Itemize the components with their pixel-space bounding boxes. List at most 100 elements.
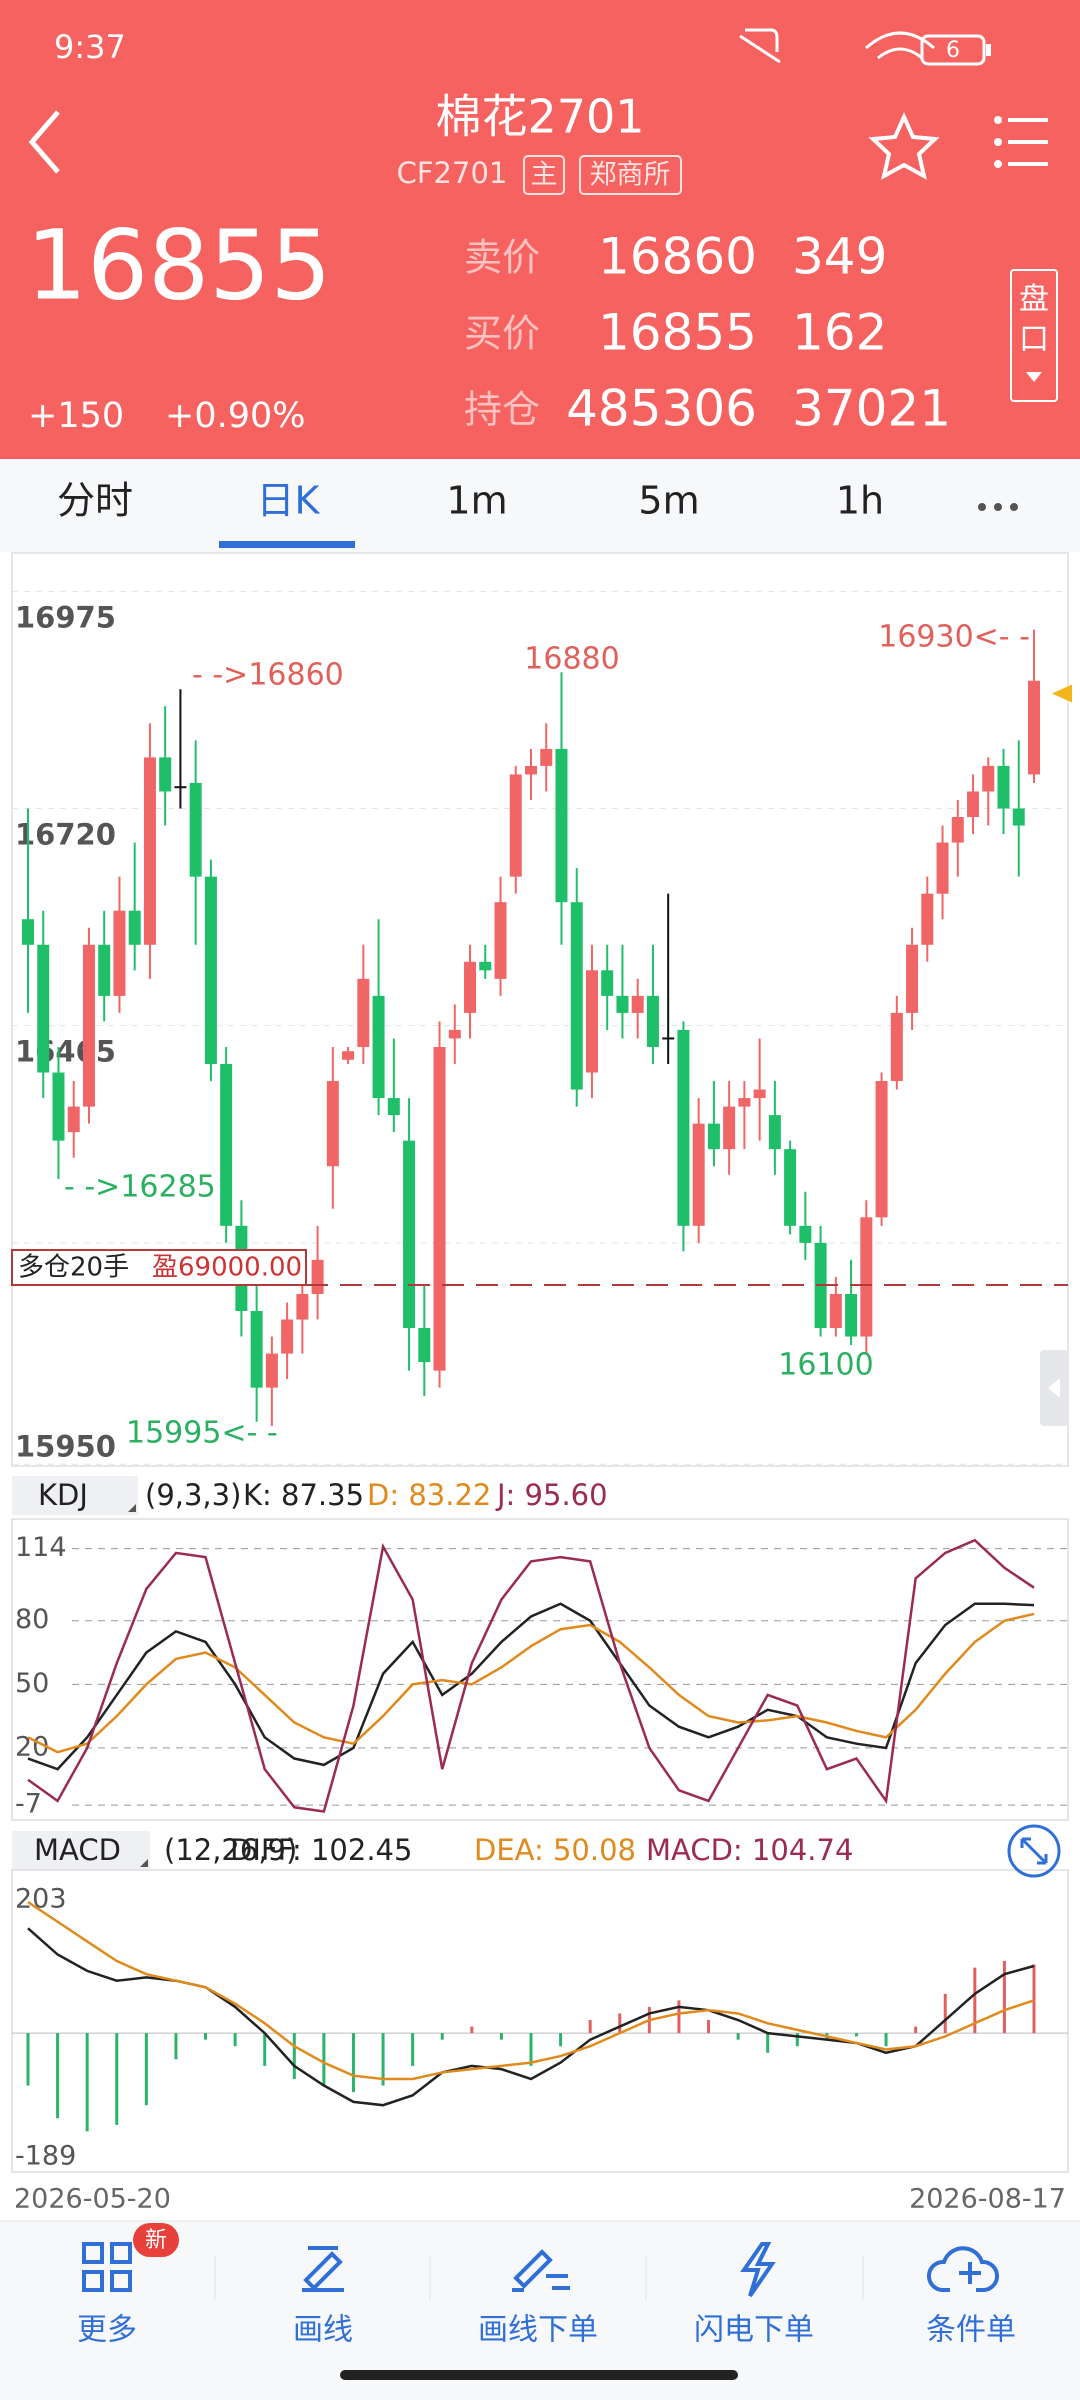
badge [133, 2223, 179, 2257]
kdj-tab[interactable] [12, 1476, 138, 1515]
position-profit: 盈69000.00 [152, 1253, 302, 1283]
y-tick-label: 16720 [15, 818, 116, 852]
contract-code: CF2701 [397, 156, 508, 190]
indicator-params: (12,26,9) [164, 1833, 297, 1867]
candle-body [494, 902, 507, 979]
y-tick-label: 16465 [15, 1035, 116, 1069]
x-label: 2026-08-17 [909, 2184, 1066, 2215]
candle-body [281, 1319, 294, 1354]
candle-body [342, 1051, 355, 1060]
expand-button[interactable] [1007, 1824, 1061, 1878]
candle-body [525, 765, 537, 775]
candle-body [860, 1217, 873, 1337]
kdj-tab-arrow [128, 1504, 136, 1512]
x-label: 2026-05-20 [14, 2184, 171, 2215]
kdj-panel [11, 1518, 1069, 1821]
current-price-marker [1052, 684, 1072, 703]
candle-body [768, 1115, 781, 1150]
candle-body [707, 1123, 720, 1150]
price-annotation: - ->16285 [64, 1170, 216, 1205]
candle-body [616, 995, 629, 1013]
quote-volume: 349 [792, 228, 887, 286]
status-icons [739, 28, 991, 66]
macd-tab[interactable] [12, 1831, 150, 1870]
candle-body [921, 893, 934, 945]
nav-label[interactable]: 闪电下单 [694, 2313, 814, 2348]
quote-table: 卖价 16860 349 买价 16855 162 持仓 485306 37021 [464, 228, 951, 438]
candle-body [403, 1140, 416, 1329]
tab-bar [0, 459, 1080, 552]
y-tick-label: 16975 [15, 600, 116, 634]
legend-entry: K: 87.35 [243, 1478, 364, 1512]
candle-body [570, 902, 583, 1090]
candle-body [372, 995, 385, 1099]
legend-entry: DIFF: 102.45 [230, 1833, 412, 1867]
active-tab-indicator [219, 541, 355, 548]
exchange: 郑商所 [590, 160, 671, 191]
quote-price: 16860 [598, 228, 757, 286]
candle-body [936, 842, 949, 894]
candle-body [143, 757, 156, 945]
candle-body [189, 782, 202, 877]
candle-body [1012, 808, 1025, 826]
badge-text: 新 [145, 2228, 167, 2253]
collapse-arrow [1048, 1378, 1060, 1398]
last-price: 16855 [26, 209, 331, 321]
candle-body [22, 919, 34, 945]
more-tabs[interactable] [978, 503, 1018, 511]
candle-body [585, 970, 598, 1073]
candle-body [875, 1081, 888, 1218]
candle-body [1028, 680, 1040, 775]
quote-volume: 37021 [792, 380, 951, 438]
candle-body [52, 1072, 65, 1141]
candle-body [479, 961, 492, 971]
candle-body [982, 765, 995, 792]
candle-body [997, 765, 1010, 809]
candle-body [509, 774, 522, 877]
candle-body [128, 910, 141, 945]
tab[interactable]: 5m [638, 479, 699, 523]
tab[interactable]: 1h [836, 479, 884, 523]
price-chart: 1697516720164651621015950- ->16860168801… [11, 590, 1072, 2215]
tab[interactable]: 分时 [57, 479, 133, 523]
tab[interactable]: 1m [446, 479, 507, 523]
favorite-button[interactable] [868, 112, 940, 180]
price-annotation: 16100 [778, 1348, 873, 1383]
candle-body [82, 944, 95, 1107]
nav-items: 更多 画线 画线下单 闪电下单 条件单 新 [77, 2223, 1016, 2348]
indicator-name: MACD [34, 1833, 121, 1867]
candle-body [98, 944, 111, 996]
y-tick-label: 114 [15, 1532, 67, 1563]
position-box [11, 1249, 307, 1286]
quote-label: 卖价 [464, 236, 540, 280]
indicator-params: (9,3,3) [145, 1478, 241, 1512]
candle-body [692, 1123, 705, 1226]
candle-body [326, 1081, 339, 1167]
candle-body [677, 1029, 690, 1226]
back-button[interactable] [28, 110, 60, 174]
price-change-pct: +0.90% [165, 396, 306, 436]
nav-label[interactable]: 画线 [293, 2313, 353, 2348]
quote-price: 16855 [598, 304, 757, 362]
nav-label[interactable]: 画线下单 [478, 2313, 598, 2348]
y-tick-label: 15950 [15, 1429, 116, 1463]
position-label: 多仓20手 [18, 1253, 129, 1283]
indicator-name: KDJ [38, 1478, 88, 1512]
candle-body [890, 1012, 903, 1082]
header-bg [0, 0, 1080, 459]
nav-label[interactable]: 条件单 [926, 2313, 1016, 2348]
menu-button[interactable] [994, 116, 1048, 168]
tab[interactable]: 日K [257, 479, 321, 523]
kdj-line [27, 1602, 1035, 1771]
candle-body [448, 1029, 461, 1039]
candle-body [418, 1328, 431, 1363]
candle-body [387, 1098, 400, 1116]
price-panel [11, 552, 1069, 1467]
side-button[interactable] [1010, 269, 1058, 402]
nav-label[interactable]: 更多 [77, 2313, 137, 2348]
quote-label: 买价 [464, 312, 540, 356]
candle-body [784, 1149, 797, 1226]
macd-tab-arrow [140, 1859, 148, 1867]
